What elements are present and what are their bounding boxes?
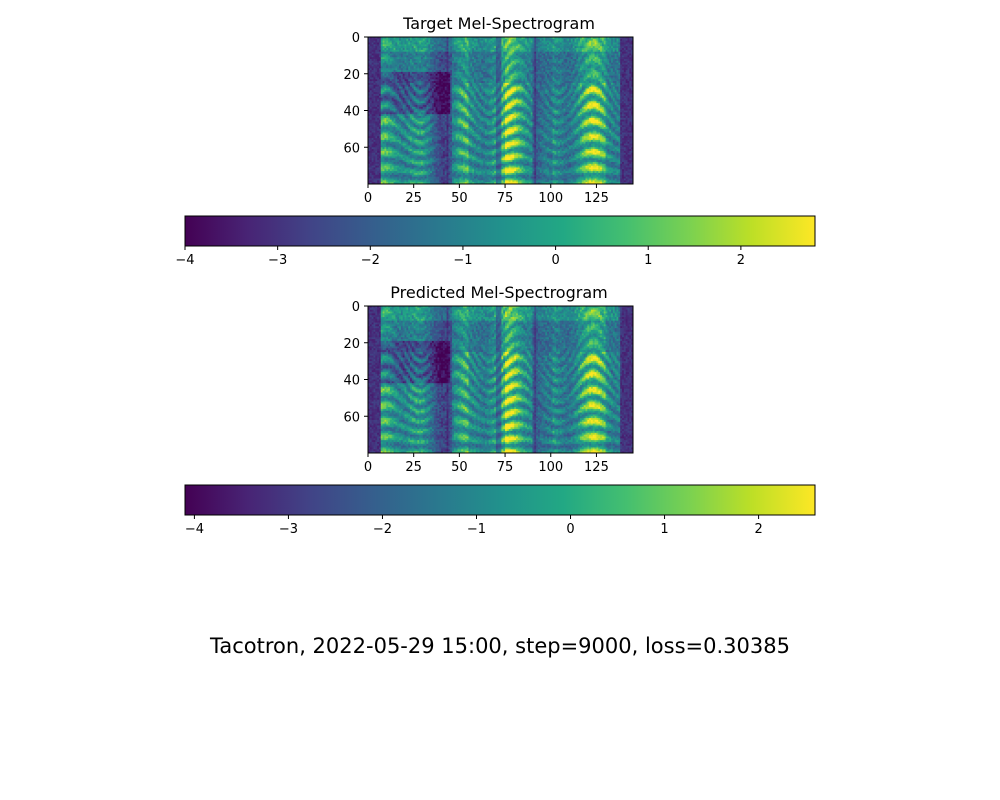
- x-tick-label: 50: [451, 460, 468, 475]
- x-tick-label: 100: [538, 460, 563, 475]
- predicted-mel-panel: Predicted Mel-Spectrogram 0 25 50 75 100 125 …: [185, 283, 815, 537]
- colorbar-tick-label: 1: [660, 522, 668, 537]
- training-status-caption: Tacotron, 2022-05-29 15:00, step=9000, l…: [0, 634, 1000, 658]
- x-tick-label: 0: [364, 191, 372, 206]
- y-axis-ticks: 0 20 40 60: [343, 300, 368, 425]
- y-tick-label: 40: [343, 374, 360, 389]
- y-axis-ticks: 0 20 40 60: [343, 31, 368, 156]
- x-tick-label: 25: [405, 460, 422, 475]
- y-tick-label: 20: [343, 337, 360, 352]
- chart-title: Predicted Mel-Spectrogram: [390, 283, 607, 302]
- predicted-heatmap: [368, 306, 633, 453]
- colorbar-ticks: −4 −3 −2 −1 0 1 2: [185, 515, 763, 537]
- colorbar-tick-label: −3: [268, 253, 287, 268]
- x-tick-label: 75: [497, 460, 514, 475]
- x-tick-label: 0: [364, 460, 372, 475]
- colorbar-ticks: −4 −3 −2 −1 0 1 2: [175, 246, 745, 268]
- colorbar-tick-label: −1: [467, 522, 486, 537]
- x-axis-ticks: 0 25 50 75 100 125: [364, 184, 609, 206]
- target-heatmap: [368, 37, 633, 184]
- colorbar-tick-label: 2: [754, 522, 762, 537]
- chart-title: Target Mel-Spectrogram: [402, 14, 595, 33]
- colorbar-tick-label: −2: [361, 253, 380, 268]
- x-tick-label: 75: [497, 191, 514, 206]
- colorbar: [185, 216, 815, 246]
- y-tick-label: 60: [343, 410, 360, 425]
- x-tick-label: 100: [538, 191, 563, 206]
- colorbar-tick-label: −4: [185, 522, 204, 537]
- colorbar-tick-label: −2: [373, 522, 392, 537]
- x-axis-ticks: 0 25 50 75 100 125: [364, 453, 609, 475]
- colorbar-tick-label: −1: [453, 253, 472, 268]
- x-tick-label: 125: [584, 460, 609, 475]
- colorbar-tick-label: −4: [175, 253, 194, 268]
- colorbar-tick-label: 0: [551, 253, 559, 268]
- colorbar-tick-label: 1: [644, 253, 652, 268]
- y-tick-label: 40: [343, 105, 360, 120]
- colorbar: [185, 485, 815, 515]
- y-tick-label: 60: [343, 141, 360, 156]
- target-mel-panel: Target Mel-Spectrogram 0 25 50 75 100 125 020…: [175, 14, 815, 268]
- x-tick-label: 50: [451, 191, 468, 206]
- colorbar-tick-label: −3: [279, 522, 298, 537]
- colorbar-tick-label: 2: [737, 253, 745, 268]
- y-tick-label: 20: [343, 68, 360, 83]
- x-tick-label: 125: [584, 191, 609, 206]
- y-tick-label: 0: [352, 31, 360, 46]
- x-tick-label: 25: [405, 191, 422, 206]
- y-tick-label: 0: [352, 300, 360, 315]
- colorbar-tick-label: 0: [566, 522, 574, 537]
